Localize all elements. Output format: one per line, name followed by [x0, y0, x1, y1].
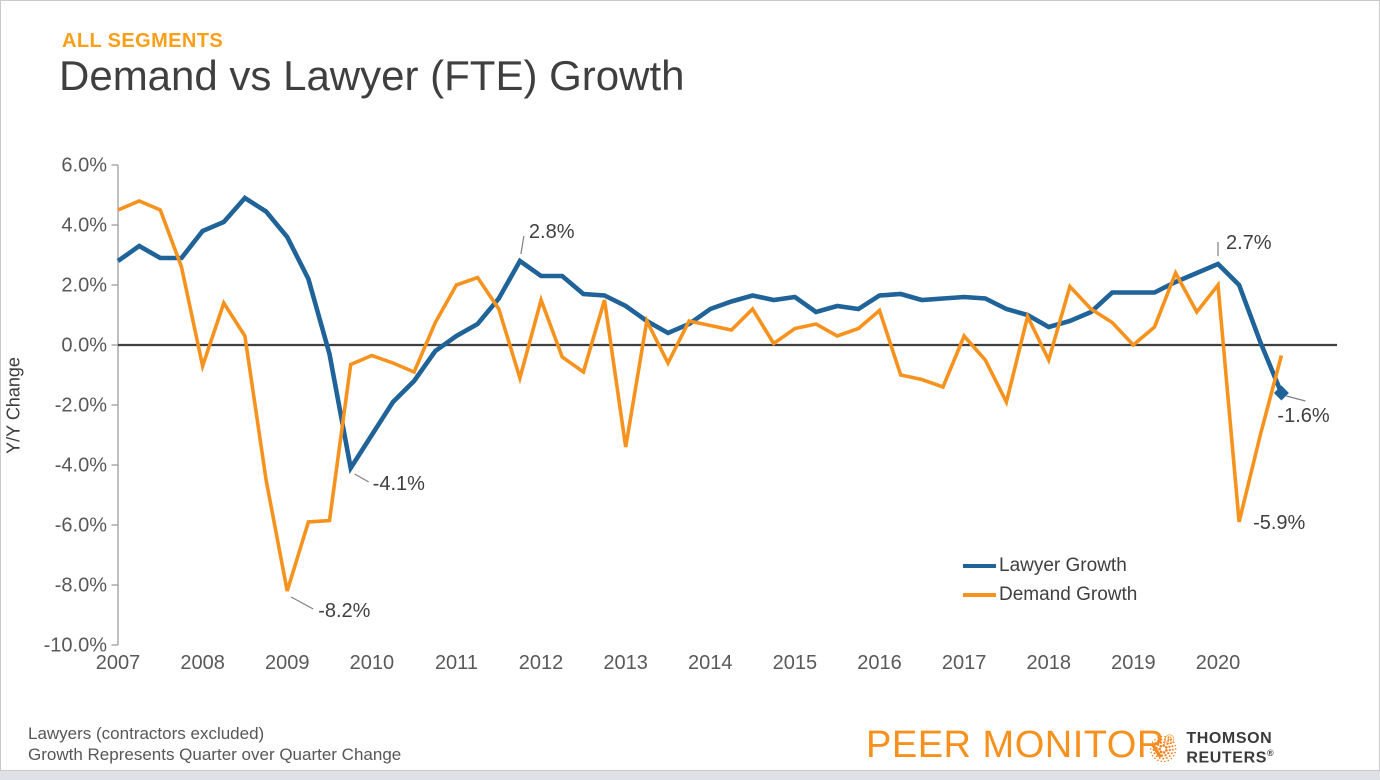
registered-mark: ® [1267, 748, 1275, 758]
lawyer-growth-swatch [963, 563, 996, 568]
legend-item-demand-growth: Demand Growth [963, 580, 1137, 609]
chart-legend: Lawyer Growth Demand Growth [963, 551, 1137, 609]
lawyer-growth-line [116, 195, 1284, 475]
annotation-leader-line [520, 235, 525, 255]
x-tick-label: 2009 [265, 652, 310, 674]
demand-growth-line [117, 199, 1284, 592]
legend-item-lawyer-growth: Lawyer Growth [963, 551, 1137, 580]
x-tick-label: 2007 [96, 652, 141, 674]
y-tick-label: 6.0% [61, 155, 107, 177]
x-tick-label: 2020 [1196, 652, 1241, 674]
y-tick-label: -2.0% [55, 395, 107, 417]
x-tick-label: 2010 [350, 652, 395, 674]
x-tick-label: 2016 [857, 652, 902, 674]
y-tick-label: -8.0% [55, 575, 107, 597]
y-tick-label: -4.0% [55, 455, 107, 477]
data-label-2.7%: 2.7% [1226, 232, 1272, 254]
x-tick-label: 2008 [180, 652, 225, 674]
legend-label: Lawyer Growth [999, 554, 1127, 576]
x-tick-label: 2018 [1026, 652, 1071, 674]
x-tick-label: 2015 [773, 652, 818, 674]
legend-label: Demand Growth [999, 583, 1138, 605]
footnote-line-1: Lawyers (contractors excluded) [28, 724, 265, 743]
x-tick-label: 2011 [435, 652, 478, 674]
latest-quarter-diamond-marker [1273, 385, 1289, 401]
thomson-reuters-logo: THOMSON REUTERS® [1148, 730, 1346, 767]
data-label--8.2%: -8.2% [318, 600, 370, 622]
x-tick-label: 2012 [519, 652, 564, 674]
footnotes: Lawyers (contractors excluded) Growth Re… [28, 723, 401, 765]
x-tick-label: 2013 [603, 652, 648, 674]
peer-monitor-logo: PEER MONITOR® [866, 724, 1175, 766]
segment-label: ALL SEGMENTS [62, 30, 224, 52]
data-label-2.8%: 2.8% [529, 221, 575, 243]
x-tick-label: 2017 [942, 652, 987, 674]
registered-mark: ® [1164, 731, 1175, 747]
data-label--1.6%: -1.6% [1277, 405, 1329, 427]
y-tick-label: 0.0% [61, 335, 107, 357]
branding-area: PEER MONITOR® THOMSON REUTERS® [866, 724, 1346, 768]
demand-growth-swatch [963, 592, 996, 597]
y-tick-label: -10.0% [44, 635, 108, 657]
thomson-reuters-kinetome-icon [1149, 735, 1177, 762]
footnote-line-2: Growth Represents Quarter over Quarter C… [28, 745, 402, 764]
annotation-leader-line [1286, 395, 1306, 402]
data-label--5.9%: -5.9% [1253, 512, 1305, 534]
data-label--4.1%: -4.1% [373, 473, 425, 495]
page-title: Demand vs Lawyer (FTE) Growth [59, 52, 685, 99]
y-tick-label: 4.0% [61, 215, 107, 237]
bottom-strip [0, 771, 1380, 780]
thomson-reuters-wordmark: THOMSON REUTERS® [1186, 730, 1275, 767]
x-tick-label: 2019 [1111, 652, 1156, 674]
annotation-leader-line [290, 596, 314, 610]
y-tick-label: 2.0% [61, 275, 107, 297]
x-tick-label: 2014 [688, 652, 733, 674]
y-tick-label: -6.0% [55, 515, 107, 537]
annotation-leader-line [354, 473, 369, 483]
